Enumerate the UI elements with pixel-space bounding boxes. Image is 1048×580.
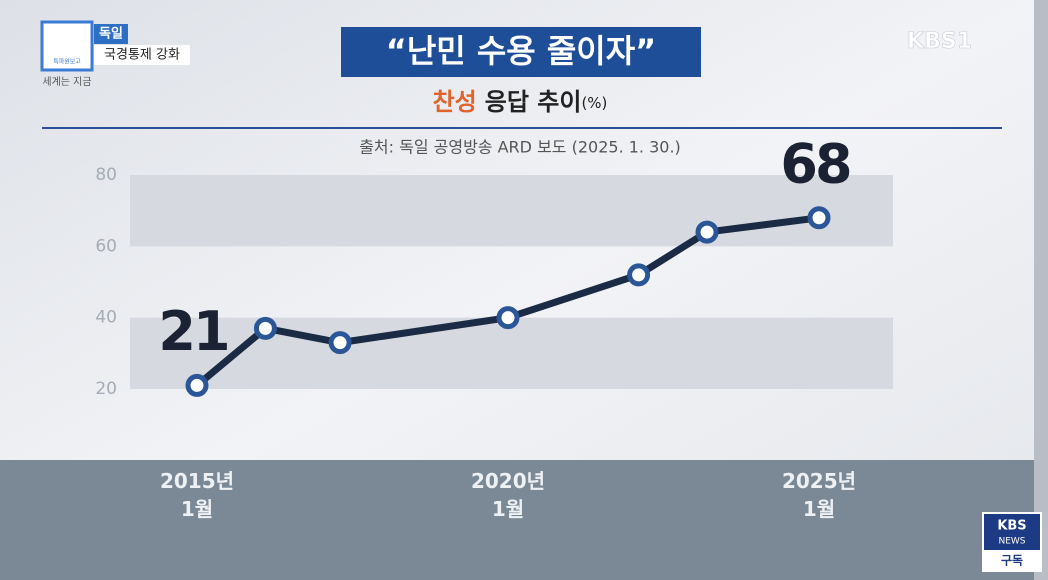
point <box>185 373 209 397</box>
value-label: 68 <box>780 132 850 195</box>
x-tick-label: 2020년 1월 <box>471 469 545 521</box>
news-logo-mid: NEWS <box>998 537 1025 547</box>
grid-band <box>130 175 893 247</box>
chart-title: “난민 수용 줄이자” <box>386 32 656 70</box>
y-tick-label: 40 <box>95 308 117 328</box>
badge-country: 독일 <box>99 27 123 42</box>
plot: 20 40 60 80 2015년 1월 2020년 1월 2025년 1월 21 68 <box>95 132 893 521</box>
point <box>807 206 831 230</box>
channel-logo: KBS1 <box>907 29 972 54</box>
point <box>496 306 520 330</box>
badge-country-box <box>94 24 128 44</box>
source: 출처: 독일 공영방송 ARD 보도 (2025. 1. 30.) <box>359 138 681 157</box>
badge-topic-box <box>94 45 190 65</box>
point <box>253 316 277 340</box>
badge-logo: 특파원보고 <box>53 58 81 66</box>
subscribe[interactable]: 구독 <box>1001 554 1023 568</box>
chart-subtitle: 찬성 응답 추이(%) <box>433 88 608 116</box>
subtitle-text: 응답 추이 <box>485 88 582 116</box>
y-tick-label: 80 <box>95 165 117 185</box>
value-label: 21 <box>158 300 227 363</box>
point <box>328 331 352 355</box>
point <box>627 263 651 287</box>
badge-logo-box <box>40 20 94 72</box>
x-tick-label: 2025년 1월 <box>782 469 856 521</box>
y-tick-label: 60 <box>95 236 117 256</box>
news-logo-top: KBS <box>997 519 1026 534</box>
edge-strip <box>1034 0 1048 580</box>
y-tick-label: 20 <box>95 379 117 399</box>
axis-footer <box>0 460 1034 580</box>
point <box>695 220 719 244</box>
news-logo-top-box <box>984 514 1040 550</box>
subtitle-highlight: 찬성 <box>433 88 477 116</box>
x-tick-label: 2015년 1월 <box>160 469 234 521</box>
badge-topic: 국경통제 강화 <box>104 48 180 63</box>
badge-program: 세계는 지금 <box>42 76 91 88</box>
unit: (%) <box>581 94 607 112</box>
title-box <box>341 27 701 77</box>
